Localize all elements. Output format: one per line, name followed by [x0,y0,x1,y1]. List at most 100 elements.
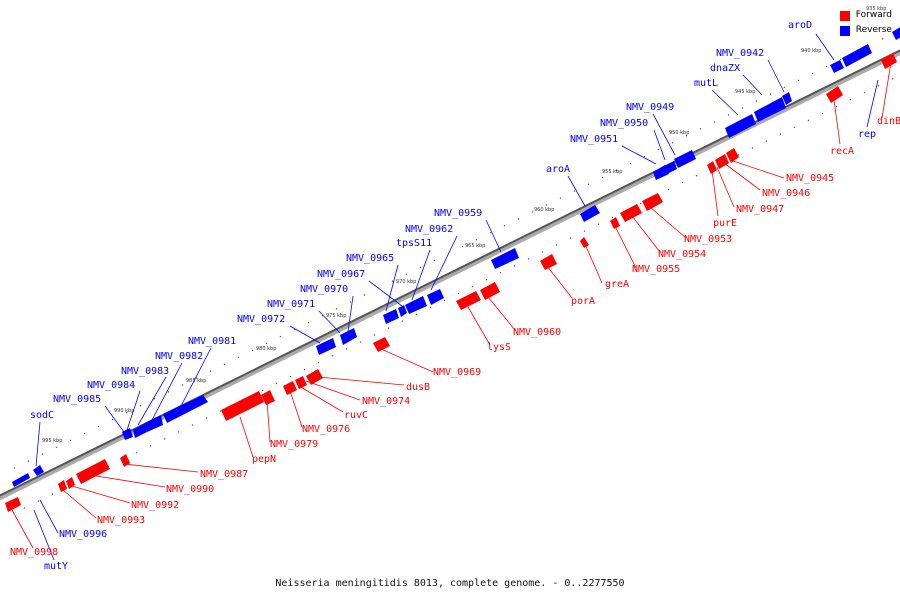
gene-label[interactable]: dnaZX [710,63,740,74]
gene-label[interactable]: NMV_0990 [166,484,214,495]
gene-block-forward[interactable] [610,217,620,229]
gene-block-reverse[interactable] [725,114,756,138]
gene-label[interactable]: NMV_0984 [87,380,135,391]
gene-label[interactable]: NMV_0974 [362,396,410,407]
gene-block-forward[interactable] [707,161,717,174]
gene-block-reverse[interactable] [674,150,696,168]
gene-label[interactable]: purE [713,218,737,229]
gene-label[interactable]: NMV_0954 [658,249,706,260]
gene-label[interactable]: rep [858,129,876,140]
gene-block-forward[interactable] [261,390,275,405]
gene-label[interactable]: NMV_0970 [300,284,348,295]
gene-label[interactable]: NMV_0950 [600,118,648,129]
gene-block-reverse[interactable] [33,465,44,476]
gene-block-reverse[interactable] [398,305,407,317]
gene-label[interactable]: NMV_0979 [270,439,318,450]
gene-block-forward[interactable] [283,381,297,395]
gene-label[interactable]: NMV_0960 [513,327,561,338]
gene-label[interactable]: NMV_0942 [716,48,764,59]
gene-label[interactable]: lysS [487,342,511,353]
gene-label[interactable]: dusB [406,382,430,393]
gene-block-reverse[interactable] [316,338,336,355]
gene-block-reverse[interactable] [145,415,163,432]
gene-block-reverse[interactable] [782,92,792,105]
gene-label[interactable]: greA [605,279,629,290]
gene-block-forward[interactable] [373,337,390,352]
gene-label[interactable]: NMV_0969 [433,367,481,378]
gene-label[interactable]: NMV_0955 [632,264,680,275]
gene-block-reverse[interactable] [427,289,444,305]
gene-block-reverse[interactable] [340,328,357,345]
gene-block-forward[interactable] [826,86,843,103]
gene-label[interactable]: NMV_0951 [570,134,618,145]
gene-label[interactable]: NMV_0982 [155,351,203,362]
gene-block-forward[interactable] [726,148,739,163]
gene-label[interactable]: NMV_0967 [317,269,365,280]
backbone-dot [601,176,604,179]
gene-block-reverse[interactable] [133,423,147,438]
gene-label[interactable]: NMV_0953 [684,234,732,245]
gene-label[interactable]: NMV_0998 [10,547,58,558]
gene-block-reverse[interactable] [383,309,399,324]
gene-block-reverse[interactable] [842,44,872,67]
gene-label[interactable]: NMV_0993 [97,515,145,526]
gene-block-forward[interactable] [120,454,130,467]
gene-label[interactable]: NMV_0946 [762,188,810,199]
gene-label[interactable]: NMV_0959 [434,208,482,219]
gene-block-forward[interactable] [221,391,264,421]
gene-label[interactable]: pepN [252,454,276,465]
gene-block-reverse[interactable] [653,165,669,180]
gene-block-reverse[interactable] [12,473,30,487]
backbone-dot [783,86,786,89]
gene-block-forward[interactable] [306,369,323,385]
gene-label[interactable]: aroA [546,164,570,175]
gene-block-forward[interactable] [295,376,307,389]
gene-block-forward[interactable] [715,154,729,169]
gene-block-reverse[interactable] [405,296,427,314]
gene-block-forward[interactable] [620,204,642,222]
gene-label[interactable]: sodC [30,410,54,421]
gene-block-reverse[interactable] [163,395,208,423]
gene-label[interactable]: NMV_0996 [59,529,107,540]
gene-block-reverse[interactable] [122,428,133,440]
gene-block-reverse[interactable] [580,205,600,222]
backbone-dot [317,361,320,364]
gene-block-forward[interactable] [66,477,75,489]
gene-label[interactable]: NMV_0985 [53,394,101,405]
gene-block-forward[interactable] [58,480,67,492]
gene-block-forward[interactable] [456,291,481,310]
gene-label[interactable]: NMV_0983 [121,366,169,377]
gene-label[interactable]: mutL [694,78,718,89]
gene-label[interactable]: ruvC [344,410,368,421]
gene-block-forward[interactable] [5,497,21,512]
gene-label[interactable]: NMV_0962 [405,224,453,235]
gene-label[interactable]: NMV_0972 [237,314,285,325]
gene-label[interactable]: tpsS11 [396,238,432,249]
gene-block-reverse[interactable] [892,26,900,40]
gene-block-reverse[interactable] [491,248,519,269]
gene-label[interactable]: NMV_0945 [786,173,834,184]
gene-label[interactable]: NMV_0947 [736,204,784,215]
gene-block-forward[interactable] [580,237,589,248]
gene-block-forward[interactable] [881,53,897,69]
gene-label[interactable]: NMV_0949 [626,102,674,113]
gene-label[interactable]: NMV_0965 [346,253,394,264]
gene-block-reverse[interactable] [664,161,677,174]
gene-label[interactable]: mutY [44,561,68,572]
gene-label[interactable]: NMV_0987 [200,469,248,480]
gene-block-forward[interactable] [480,282,500,300]
kbp-label: 970 kbp [396,279,416,285]
gene-label[interactable]: NMV_0976 [302,424,350,435]
gene-label[interactable]: dinB [877,116,900,127]
gene-block-forward[interactable] [76,459,110,484]
gene-label[interactable]: aroD [788,20,812,31]
gene-label[interactable]: NMV_0992 [131,500,179,511]
gene-label[interactable]: NMV_0971 [267,299,315,310]
gene-label[interactable]: porA [571,296,595,307]
gene-block-forward[interactable] [540,254,557,270]
gene-block-forward[interactable] [642,193,663,211]
gene-label[interactable]: NMV_0981 [188,336,236,347]
gene-block-reverse[interactable] [830,60,844,73]
gene-block-reverse[interactable] [754,97,786,122]
gene-label[interactable]: recA [830,146,854,157]
